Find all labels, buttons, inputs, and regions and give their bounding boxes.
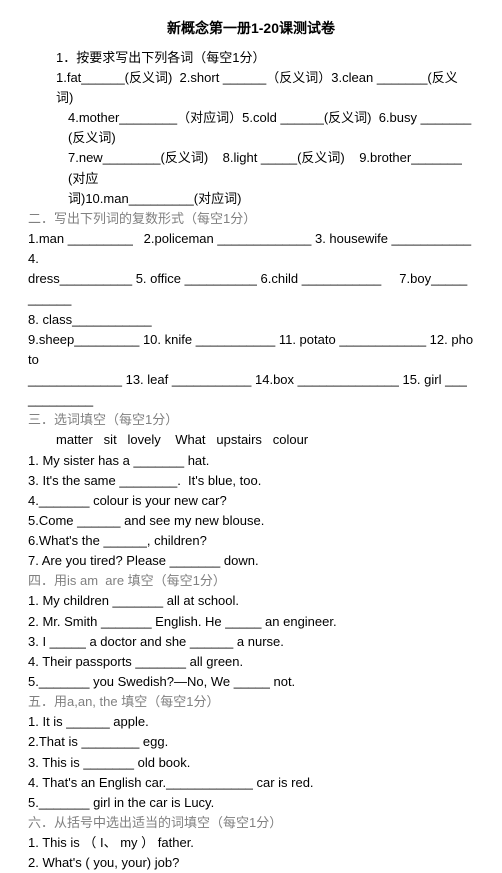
text-line: 4. Their passports _______ all green.	[28, 652, 474, 672]
text-line: 9.sheep_________ 10. knife ___________ 1…	[28, 330, 474, 370]
text-line: 1. This is （ I、 my ） father.	[28, 833, 474, 853]
text-line: 5.Come ______ and see my new blouse.	[28, 511, 474, 531]
text-line: matter sit lovely What upstairs colour	[28, 430, 474, 450]
text-line: 1.man _________ 2.policeman ____________…	[28, 229, 474, 269]
text-line: 1. My sister has a _______ hat.	[28, 451, 474, 471]
text-line: 2.That is ________ egg.	[28, 732, 474, 752]
text-line: 5._______ girl in the car is Lucy.	[28, 793, 474, 813]
text-line: 1. My children _______ all at school.	[28, 591, 474, 611]
text-line: 4.mother________（对应词）5.cold ______(反义词) …	[28, 108, 474, 148]
text-line: 6.What's the ______, children?	[28, 531, 474, 551]
text-line: 4. That's an English car.____________ ca…	[28, 773, 474, 793]
text-line: 7.new________(反义词) 8.light _____(反义词) 9.…	[28, 148, 474, 188]
text-line: _____________ 13. leaf ___________ 14.bo…	[28, 370, 474, 410]
text-line: 六．从括号中选出适当的词填空（每空1分）	[28, 813, 474, 833]
text-line: dress__________ 5. office __________ 6.c…	[28, 269, 474, 309]
text-line: 1. It is ______ apple.	[28, 712, 474, 732]
text-line: 1.fat______(反义词) 2.short ______（反义词）3.cl…	[28, 68, 474, 108]
text-line: 3. It's the same ________. It's blue, to…	[28, 471, 474, 491]
text-line: 2. Mr. Smith _______ English. He _____ a…	[28, 612, 474, 632]
text-line: 三．选词填空（每空1分）	[28, 410, 474, 430]
text-line: 8. class___________	[28, 310, 474, 330]
text-line: 五．用a,an, the 填空（每空1分）	[28, 692, 474, 712]
page-title: 新概念第一册1-20课测试卷	[28, 18, 474, 40]
text-line: 二．写出下列词的复数形式（每空1分）	[28, 209, 474, 229]
text-line: 4._______ colour is your new car?	[28, 491, 474, 511]
text-line: 2. What's ( you, your) job?	[28, 853, 474, 873]
text-line: 7. Are you tired? Please _______ down.	[28, 551, 474, 571]
text-line: 1．按要求写出下列各词（每空1分）	[28, 48, 474, 68]
text-line: 3. This is _______ old book.	[28, 753, 474, 773]
document-body: 1．按要求写出下列各词（每空1分）1.fat______(反义词) 2.shor…	[28, 48, 474, 873]
text-line: 四．用is am are 填空（每空1分）	[28, 571, 474, 591]
text-line: 5._______ you Swedish?—No, We _____ not.	[28, 672, 474, 692]
text-line: 词)10.man_________(对应词)	[28, 189, 474, 209]
